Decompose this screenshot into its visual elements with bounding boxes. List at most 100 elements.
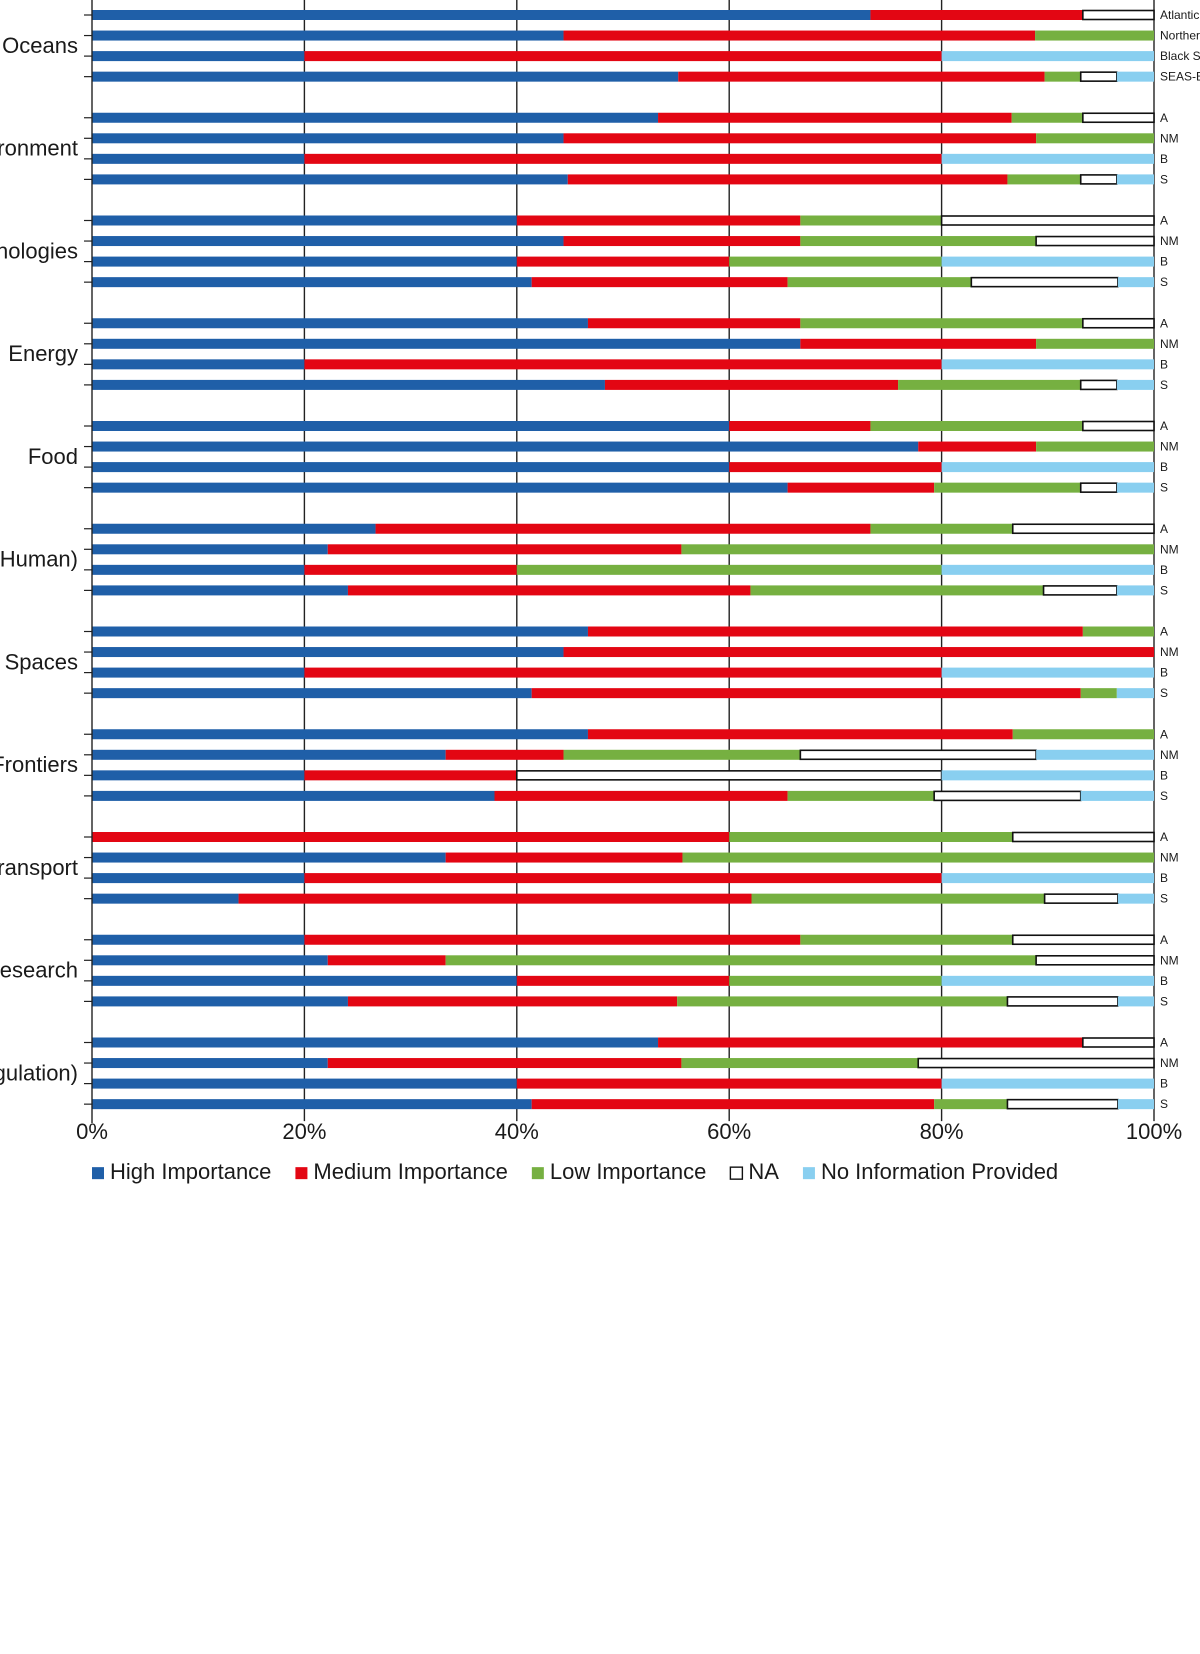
bar-segment-noinfo (1036, 749, 1154, 760)
bar-segment-high (92, 379, 605, 390)
series-label: A (1160, 727, 1168, 741)
bar-segment-low (800, 318, 1083, 329)
bar-segment-na (1011, 523, 1155, 535)
bar-segment-medium (304, 153, 942, 164)
bar-segment-medium (494, 790, 788, 801)
grid-layer (303, 0, 1155, 1122)
bar-segment-high (92, 482, 788, 493)
bar-segment-medium (516, 975, 730, 986)
bar-segment-low (870, 421, 1083, 431)
series-label: Northern Mediterranean (NM) (1160, 29, 1200, 43)
bar-segment-low (1044, 71, 1081, 82)
bar-segment-high (92, 626, 588, 637)
bar-segment-medium (304, 770, 517, 781)
series-label: A (1160, 830, 1168, 844)
series-label: NM (1160, 953, 1179, 967)
bar-segment-na (1006, 996, 1119, 1007)
value-tick-label: 80% (920, 1119, 964, 1144)
bar-segment-medium (563, 236, 801, 247)
bar-segment-medium (445, 852, 683, 863)
bar-segment-noinfo (1117, 996, 1154, 1007)
bar-segment-high (92, 421, 730, 431)
bar-segment-high (92, 667, 305, 678)
bar-segment-low (677, 996, 1008, 1007)
bar-segment-medium (304, 564, 517, 575)
bar-segment-low (1035, 30, 1154, 41)
series-label: A (1160, 933, 1168, 947)
bar-segment-medium (516, 215, 801, 226)
group-label: New Frontiers (0, 752, 78, 777)
bar-segment-medium (563, 133, 1037, 144)
bar-segment-high (92, 215, 517, 226)
bar-segment-high (92, 462, 730, 473)
bar-segment-low (787, 277, 972, 288)
value-tick-label: 40% (495, 1119, 539, 1144)
series-label: A (1160, 522, 1168, 536)
series-label: B (1160, 974, 1168, 988)
bar-segment-na (940, 215, 1155, 226)
legend-entry-label: Low Importance (550, 1159, 707, 1184)
bar-segment-high (92, 934, 305, 945)
bar-segment-high (92, 1037, 659, 1048)
series-label: NM (1160, 440, 1179, 454)
bar-segment-noinfo (941, 667, 1154, 678)
bar-segment-na (970, 276, 1119, 288)
bar-segment-medium (347, 585, 751, 596)
bar-segment-low (787, 790, 935, 801)
bar-segment-medium (587, 729, 1013, 740)
series-label: A (1160, 111, 1168, 125)
bar-segment-noinfo (1117, 1099, 1154, 1110)
bar-segment-na (515, 770, 943, 781)
bar-segment-high (92, 852, 446, 863)
bar-segment-noinfo (1117, 893, 1154, 904)
bar-segment-medium (918, 441, 1037, 452)
bar-segment-low (729, 256, 942, 267)
bar-segment-noinfo (1116, 482, 1154, 493)
bar-segment-medium (516, 1078, 942, 1089)
bar-segment-medium (327, 1058, 682, 1069)
bar-segment-medium (304, 667, 942, 678)
bar-segment-high (92, 647, 564, 658)
value-tick-label: 20% (282, 1119, 326, 1144)
bar-segment-high (92, 729, 588, 740)
bar-segment-medium (304, 51, 942, 62)
bar-segment-na (1082, 317, 1155, 329)
legend-swatch (802, 1167, 815, 1180)
bar-segment-medium (563, 647, 1154, 658)
series-label: NM (1160, 748, 1179, 762)
bar-segment-medium (587, 318, 801, 329)
bar-segment-low (1011, 112, 1083, 123)
bar-segment-low (1036, 338, 1154, 349)
series-label: A (1160, 214, 1168, 228)
bar-segment-noinfo (941, 873, 1154, 884)
bar-segment-medium (304, 934, 801, 945)
bar-segment-high (92, 996, 348, 1007)
bar-segment-noinfo (1117, 277, 1154, 288)
bar-segment-na (1079, 482, 1118, 493)
bar-segment-noinfo (941, 256, 1154, 267)
group-label: Oceans and Health (Human) (0, 547, 78, 572)
group-label: Ocean Technologies (0, 238, 78, 263)
bar-segment-na (1079, 174, 1118, 185)
bar-segment-medium (304, 873, 942, 884)
bar-segment-high (92, 71, 679, 82)
bar-segment-na (1082, 112, 1155, 124)
bar-segment-na (1006, 1098, 1119, 1110)
bar-segment-na (799, 749, 1037, 761)
bar-segment-high (92, 564, 305, 575)
bar-segment-medium (531, 688, 1081, 699)
bar-segment-low (681, 544, 1154, 555)
bar-segment-noinfo (1116, 585, 1154, 596)
bar-segment-na (1035, 235, 1155, 247)
bar-segment-medium (604, 379, 899, 390)
bar-segment-medium (238, 893, 752, 904)
series-label: A (1160, 625, 1168, 639)
series-label: NM (1160, 542, 1179, 556)
bar-segment-low (729, 832, 1013, 842)
group-label: Policy Support (Governance and Regulatio… (0, 1060, 78, 1085)
bar-segment-na (1011, 831, 1155, 843)
bar-segment-medium (787, 482, 935, 493)
bar-segment-noinfo (941, 462, 1154, 473)
bar-segment-high (92, 318, 588, 329)
